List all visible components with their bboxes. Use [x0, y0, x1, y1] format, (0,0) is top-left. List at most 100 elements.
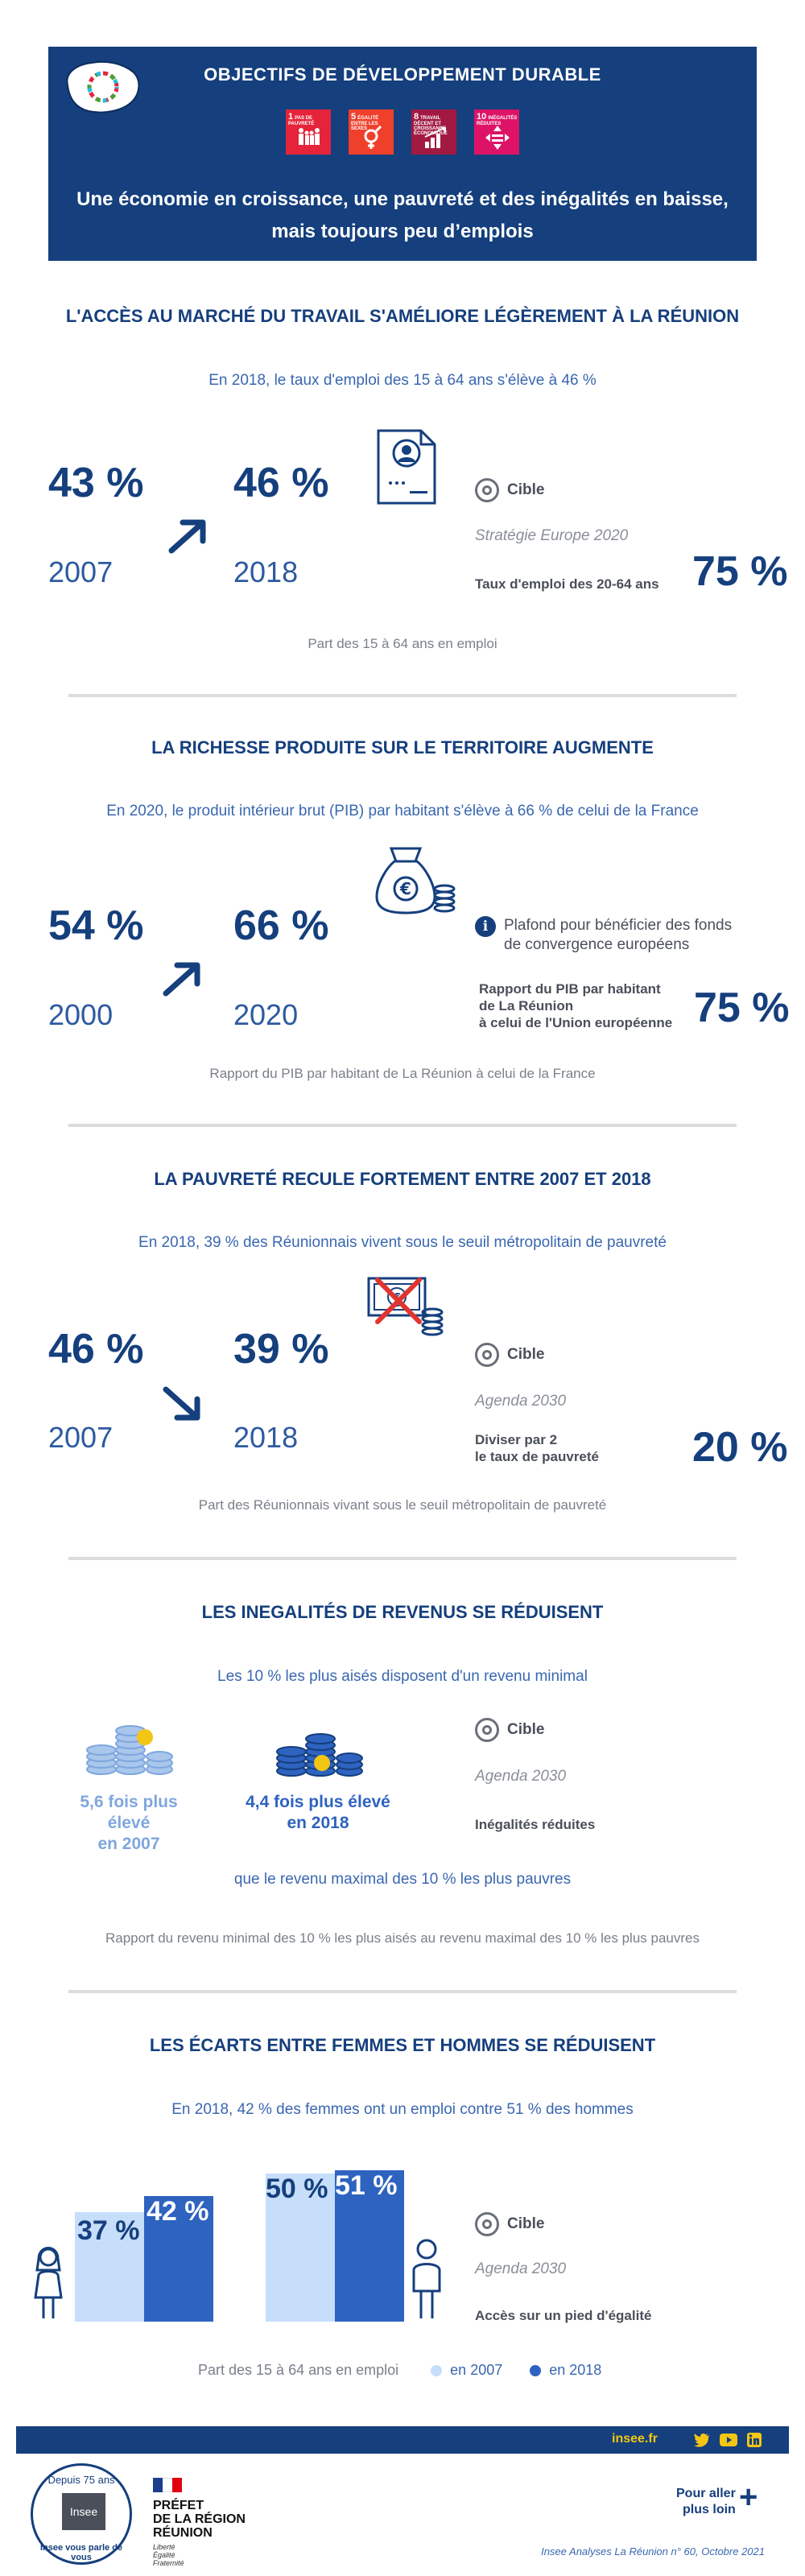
section-poverty-title: LA PAUVRETÉ RECULE FORTEMENT ENTRE 2007 … [154, 1169, 651, 1189]
down-arrow-icon [163, 1386, 200, 1421]
section-poverty-subtitle: En 2018, 39 % des Réunionnais vivent sou… [138, 1234, 667, 1251]
insee-75-years-seal: Depuis 75 ans Insee Insee vous parle de … [31, 2463, 132, 2565]
divider [68, 1990, 737, 1993]
target-icon [475, 1718, 499, 1742]
cible-3: Cible [475, 1343, 544, 1367]
up-arrow-icon [163, 962, 200, 997]
legend-2018-swatch [530, 2364, 542, 2376]
french-flag-icon [153, 2478, 182, 2492]
gender-target-reference: Agenda 2030 [475, 2260, 567, 2277]
employment-document-icon [377, 429, 436, 505]
gender-target-label: Accès sur un pied d'égalité [475, 2308, 652, 2323]
employment-2018-year: 2018 [233, 555, 299, 588]
poverty-target-value: 20 % [692, 1424, 788, 1471]
divider [68, 1557, 737, 1560]
employment-target-label: Taux d'emploi des 20-64 ans [475, 576, 659, 592]
insee-site-link[interactable]: insee.fr [612, 2432, 658, 2446]
section-wealth-subtitle: En 2020, le produit intérieur brut (PIB)… [106, 803, 699, 819]
employment-target-reference: Stratégie Europe 2020 [475, 527, 629, 544]
cible-1: Cible [475, 478, 544, 502]
employment-2007-year: 2007 [48, 555, 114, 588]
gdp-target-label: Rapport du PIB par habitant de La Réunion… [479, 981, 673, 1030]
man-icon [412, 2239, 441, 2318]
inequality-target-reference: Agenda 2030 [475, 1768, 567, 1785]
cible-5: Cible [475, 2212, 544, 2236]
divider [68, 1124, 737, 1127]
legend-2007-label: en 2007 [450, 2362, 503, 2378]
ratio-2007: 5,6 fois plus élevé en 2007 [80, 1793, 178, 1853]
sdg-5-icon: 5 ÉGALITÉ ENTRE LES SEXES [349, 109, 394, 155]
men-2007-label: 50 % [266, 2174, 328, 2204]
inequality-middle-text: que le revenu maximal des 10 % les plus … [233, 1871, 572, 1888]
cible-4: Cible [475, 1718, 544, 1742]
gdp-2020-value: 66 % [233, 902, 329, 949]
bar-men-2007 [266, 2174, 335, 2322]
pour-aller-plus-loin-link[interactable]: Pour aller plus loin [676, 2487, 736, 2516]
legend-2007-swatch [431, 2364, 443, 2376]
plus-icon[interactable]: + [739, 2479, 758, 2515]
crossed-money-icon: € [367, 1277, 444, 1336]
sdg-1-icon: 1 PAS DE PAUVRETÉ [286, 109, 331, 155]
poverty-2018-value: 39 % [233, 1326, 329, 1373]
linkedin-icon[interactable] [747, 2433, 762, 2447]
inequality-caption: Rapport du revenu minimal des 10 % les p… [105, 1930, 700, 1946]
insee-logo: Insee [62, 2493, 105, 2530]
reunion-map-icon [66, 60, 140, 114]
gdp-2000-year: 2000 [48, 998, 114, 1031]
coins-2018-icon [276, 1733, 363, 1777]
footer: Depuis 75 ans Insee Insee vous parle de … [0, 2454, 805, 2576]
header-title: OBJECTIFS DE DÉVELOPPEMENT DURABLE [204, 64, 601, 85]
gdp-2020-year: 2020 [233, 998, 299, 1031]
section-employment-subtitle: En 2018, le taux d'emploi des 15 à 64 an… [208, 372, 597, 389]
gender-caption: Part des 15 à 64 ans en emploi [198, 2362, 399, 2378]
gender-legend: Part des 15 à 64 ans en emploi en 2007 e… [198, 2362, 601, 2379]
target-icon [475, 1343, 499, 1367]
prefet-logo: PRÉFET DE LA RÉGION RÉUNION Liberté Égalité… [153, 2478, 246, 2567]
header-subtitle: Une économie en croissance, une pauvreté… [76, 188, 729, 242]
employment-caption: Part des 15 à 64 ans en emploi [308, 636, 497, 651]
section-gender-title: LES ÉCARTS ENTRE FEMMES ET HOMMES SE RÉD… [149, 2035, 656, 2055]
youtube-icon[interactable] [720, 2433, 737, 2447]
gdp-2000-value: 54 % [48, 902, 144, 949]
employment-2007-value: 43 % [48, 460, 144, 506]
publication-reference: Insee Analyses La Réunion n° 60, Octobre… [541, 2545, 765, 2557]
women-2018-label: 42 % [147, 2196, 209, 2227]
coins-2007-icon [86, 1725, 173, 1775]
men-2018-label: 51 % [335, 2170, 398, 2201]
divider [68, 694, 737, 697]
gdp-caption: Rapport du PIB par habitant de La Réunio… [209, 1066, 596, 1081]
target-icon [475, 2212, 499, 2236]
women-2007-label: 37 % [77, 2215, 140, 2246]
convergence-note: i Plafond pour bénéficier des fonds de co… [475, 916, 732, 955]
svg-text:€: € [399, 879, 411, 898]
bar-women-2007 [75, 2212, 144, 2322]
ratio-2018: 4,4 fois plus élevé en 2018 [246, 1793, 390, 1832]
poverty-caption: Part des Réunionnais vivant sous le seui… [198, 1497, 607, 1513]
inequality-target-label: Inégalités réduites [475, 1817, 596, 1832]
section-inequality-subtitle: Les 10 % les plus aisés disposent d'un r… [217, 1668, 588, 1685]
section-employment-title: L'ACCÈS AU MARCHÉ DU TRAVAIL S'AMÉLIORE … [65, 306, 740, 326]
bar-women-2018 [144, 2196, 213, 2322]
woman-icon [34, 2247, 63, 2318]
employment-target-value: 75 % [692, 548, 788, 595]
header-banner: OBJECTIFS DE DÉVELOPPEMENT DURABLE 1 PAS … [48, 47, 757, 261]
twitter-icon[interactable] [694, 2433, 710, 2447]
sdg-10-icon: 10 INÉGALITÉS RÉDUITES [474, 109, 519, 155]
bar-men-2018 [335, 2170, 404, 2322]
sdg-icons: 1 PAS DE PAUVRETÉ 5 ÉGALITÉ ENTRE LES SEXE… [48, 109, 757, 155]
employment-2018-value: 46 % [233, 460, 329, 506]
info-icon: i [475, 916, 496, 937]
poverty-2007-value: 46 % [48, 1326, 144, 1373]
section-inequality-title: LES INEGALITÉS DE REVENUS SE RÉDUISENT [201, 1602, 604, 1622]
up-arrow-icon [168, 519, 206, 554]
footer-bar: insee.fr [16, 2426, 789, 2454]
section-gender-subtitle: En 2018, 42 % des femmes ont un emploi c… [171, 2101, 634, 2118]
target-icon [475, 478, 499, 502]
poverty-2018-year: 2018 [233, 1421, 299, 1454]
poverty-2007-year: 2007 [48, 1421, 114, 1454]
gdp-target-value: 75 % [694, 985, 790, 1031]
section-wealth-title: LA RICHESSE PRODUITE SUR LE TERRITOIRE A… [151, 737, 654, 758]
poverty-target-reference: Agenda 2030 [475, 1393, 567, 1410]
poverty-target-label: Diviser par 2 le taux de pauvreté [475, 1432, 600, 1464]
